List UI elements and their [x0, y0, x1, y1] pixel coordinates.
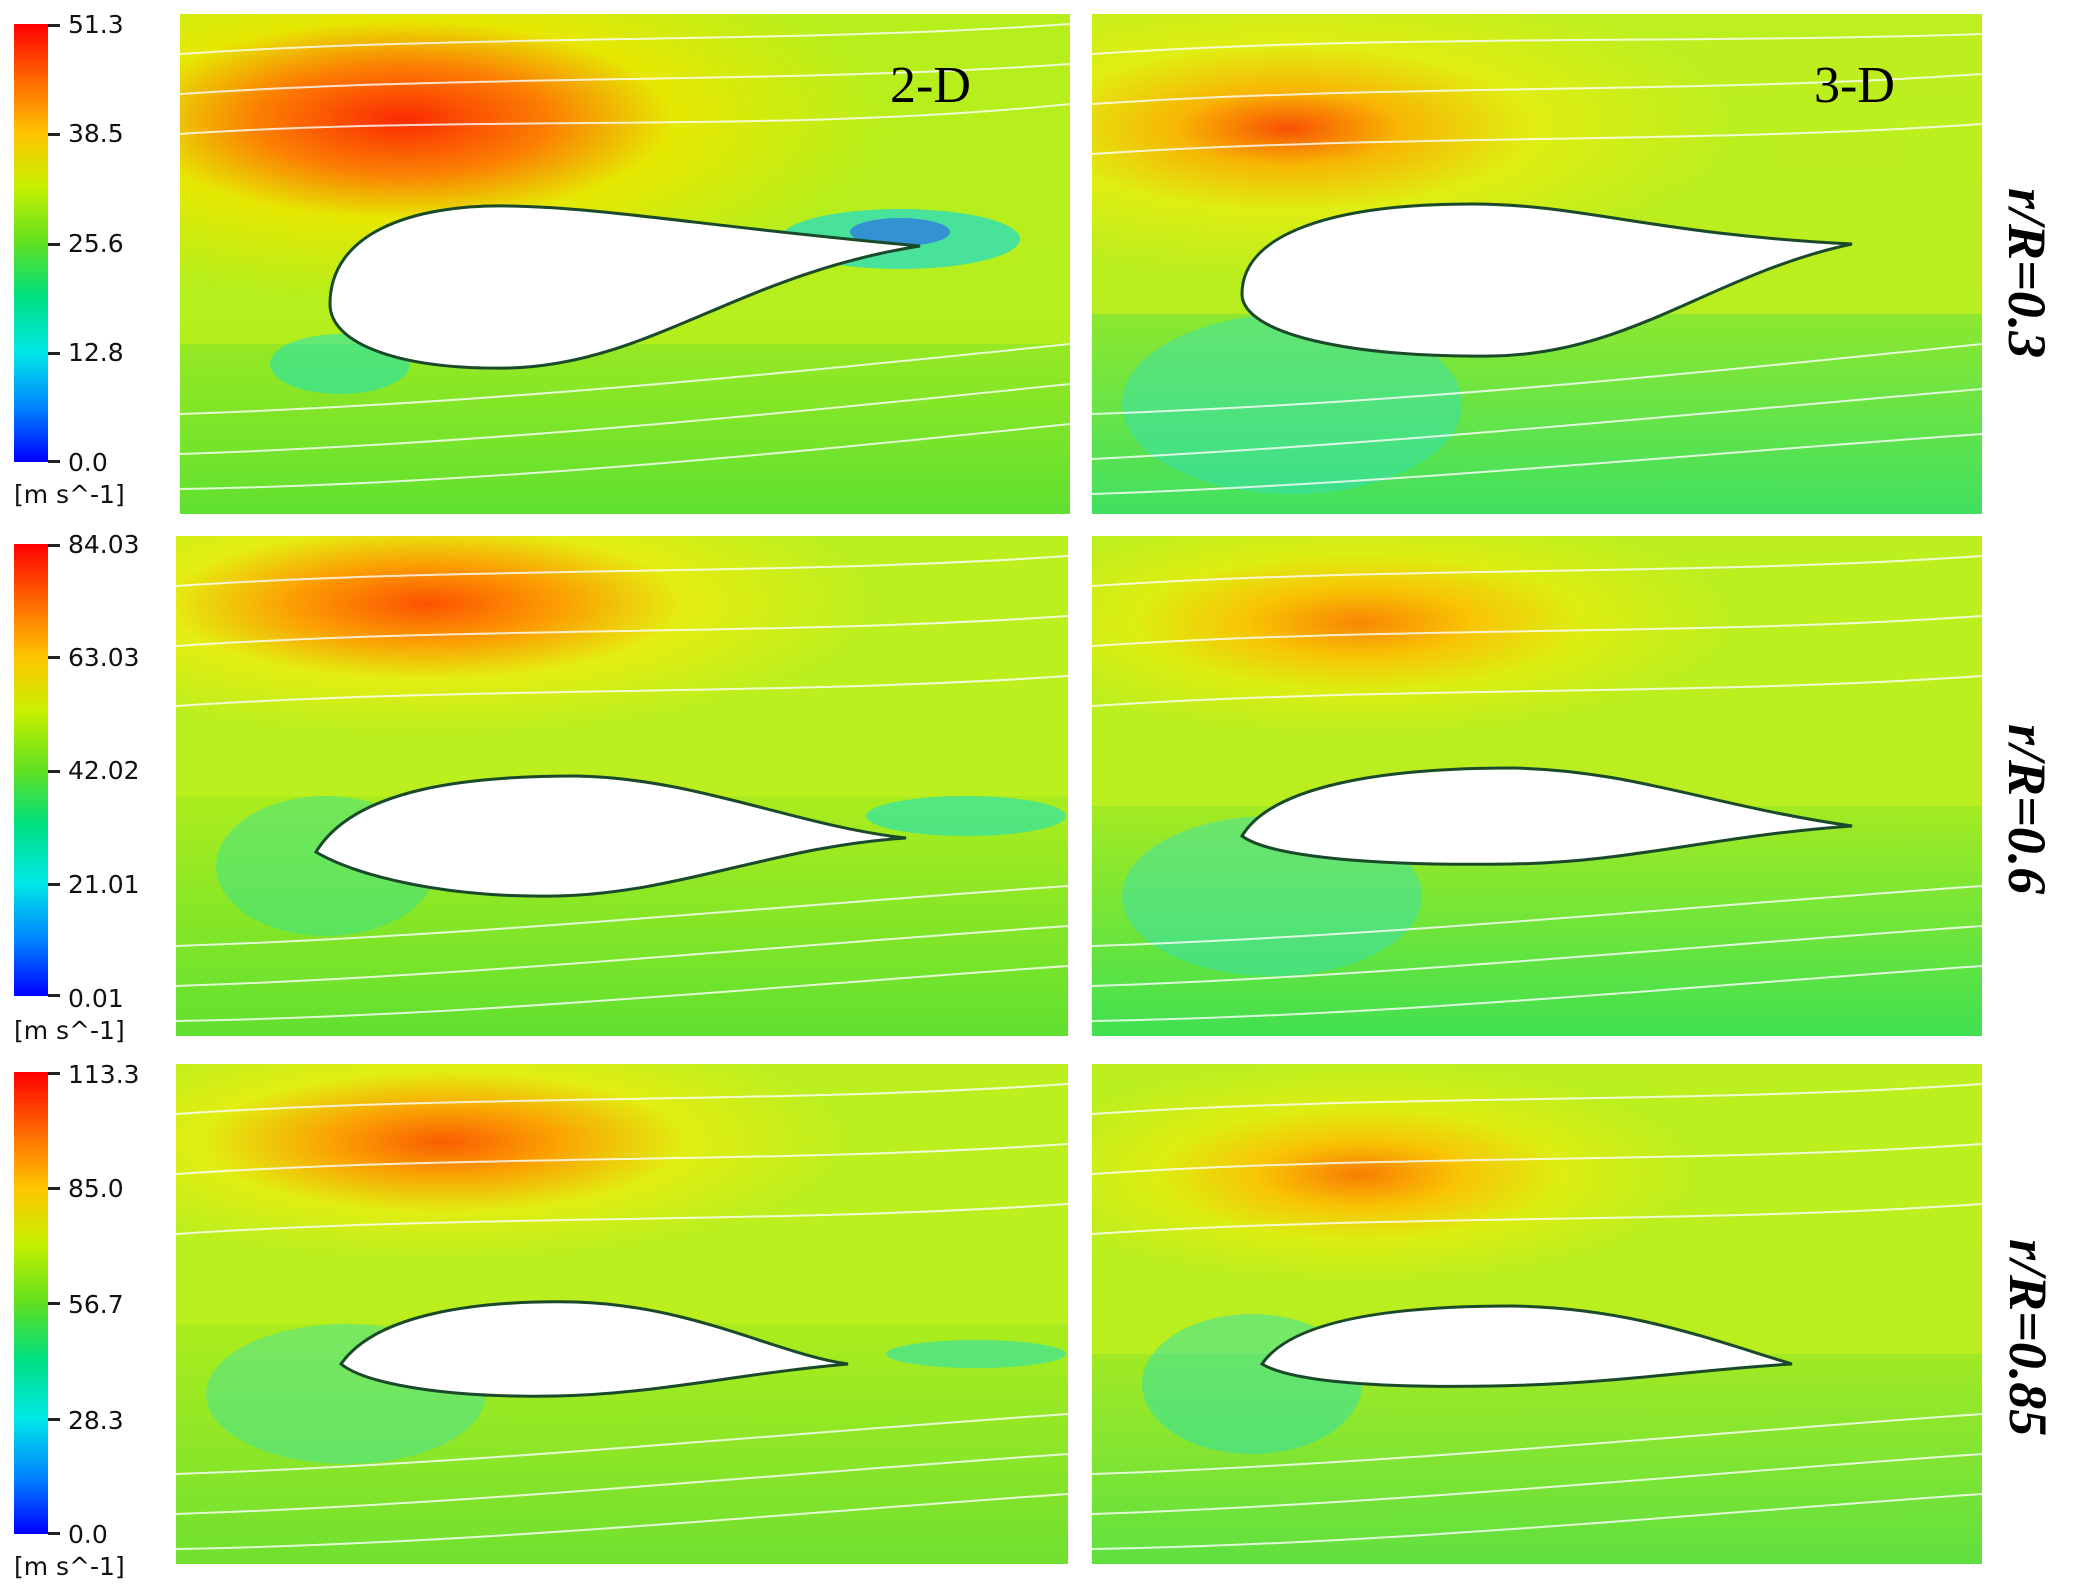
colorbar-tick-label: 85.0: [68, 1174, 124, 1203]
velocity-contour: [180, 14, 1070, 514]
colorbar-tick-label: 113.3: [68, 1060, 140, 1089]
colorbar-tick-label: 0.0: [68, 448, 108, 477]
flow-panel-r06-2d: [176, 536, 1068, 1036]
colorbar-tick-label: 38.5: [68, 119, 124, 148]
velocity-contour: [1092, 536, 1982, 1036]
colorbar-unit: [m s^-1]: [14, 1016, 125, 1045]
velocity-contour: [1092, 14, 1982, 514]
tick-mark: [48, 1187, 60, 1190]
colorbar-tick-label: 21.01: [68, 870, 140, 899]
velocity-contour: [176, 1064, 1068, 1564]
colorbar-unit: [m s^-1]: [14, 480, 125, 509]
flow-panel-r06-3d: [1092, 536, 1982, 1036]
flow-panel-r085-3d: [1092, 1064, 1982, 1564]
tick-mark: [48, 460, 60, 463]
column-label-2d: 2-D: [890, 57, 971, 114]
colorbar-tick-label: 12.8: [68, 338, 124, 367]
tick-mark: [48, 544, 60, 547]
colorbar-tick-label: 56.7: [68, 1290, 124, 1319]
tick-mark: [48, 770, 60, 773]
colorbar-tick-label: 25.6: [68, 229, 124, 258]
colorbar-row2: [14, 544, 48, 996]
tick-mark: [48, 656, 60, 659]
tick-mark: [48, 883, 60, 886]
tick-mark: [48, 1072, 60, 1075]
tick-mark: [48, 133, 60, 136]
colorbar-tick-label: 42.02: [68, 756, 140, 785]
tick-mark: [48, 1302, 60, 1305]
colorbar-unit: [m s^-1]: [14, 1552, 125, 1581]
colorbar-row3: [14, 1072, 48, 1534]
tick-mark: [48, 243, 60, 246]
flow-panel-r03-2d: 2-D: [180, 14, 1070, 514]
colorbar-tick-label: 51.3: [68, 10, 124, 39]
tick-mark: [48, 994, 60, 997]
tick-mark: [48, 24, 60, 27]
colorbar-tick-label: 84.03: [68, 530, 140, 559]
row-label-r06: r/R=0.6: [1997, 724, 2057, 895]
tick-mark: [48, 1418, 60, 1421]
velocity-contour: [176, 536, 1068, 1036]
flow-panel-r085-2d: [176, 1064, 1068, 1564]
velocity-contour: [1092, 1064, 1982, 1564]
colorbar-tick-label: 63.03: [68, 643, 140, 672]
colorbar-tick-label: 0.01: [68, 984, 124, 1013]
flow-panel-r03-3d: 3-D: [1092, 14, 1982, 514]
colorbar-tick-label: 28.3: [68, 1406, 124, 1435]
tick-mark: [48, 1532, 60, 1535]
column-label-3d: 3-D: [1814, 57, 1895, 114]
row-label-r085: r/R=0.85: [1998, 1239, 2058, 1437]
row-label-r03: r/R=0.3: [1997, 188, 2057, 359]
colorbar-tick-label: 0.0: [68, 1520, 108, 1549]
colorbar-row1: [14, 24, 48, 462]
tick-mark: [48, 352, 60, 355]
